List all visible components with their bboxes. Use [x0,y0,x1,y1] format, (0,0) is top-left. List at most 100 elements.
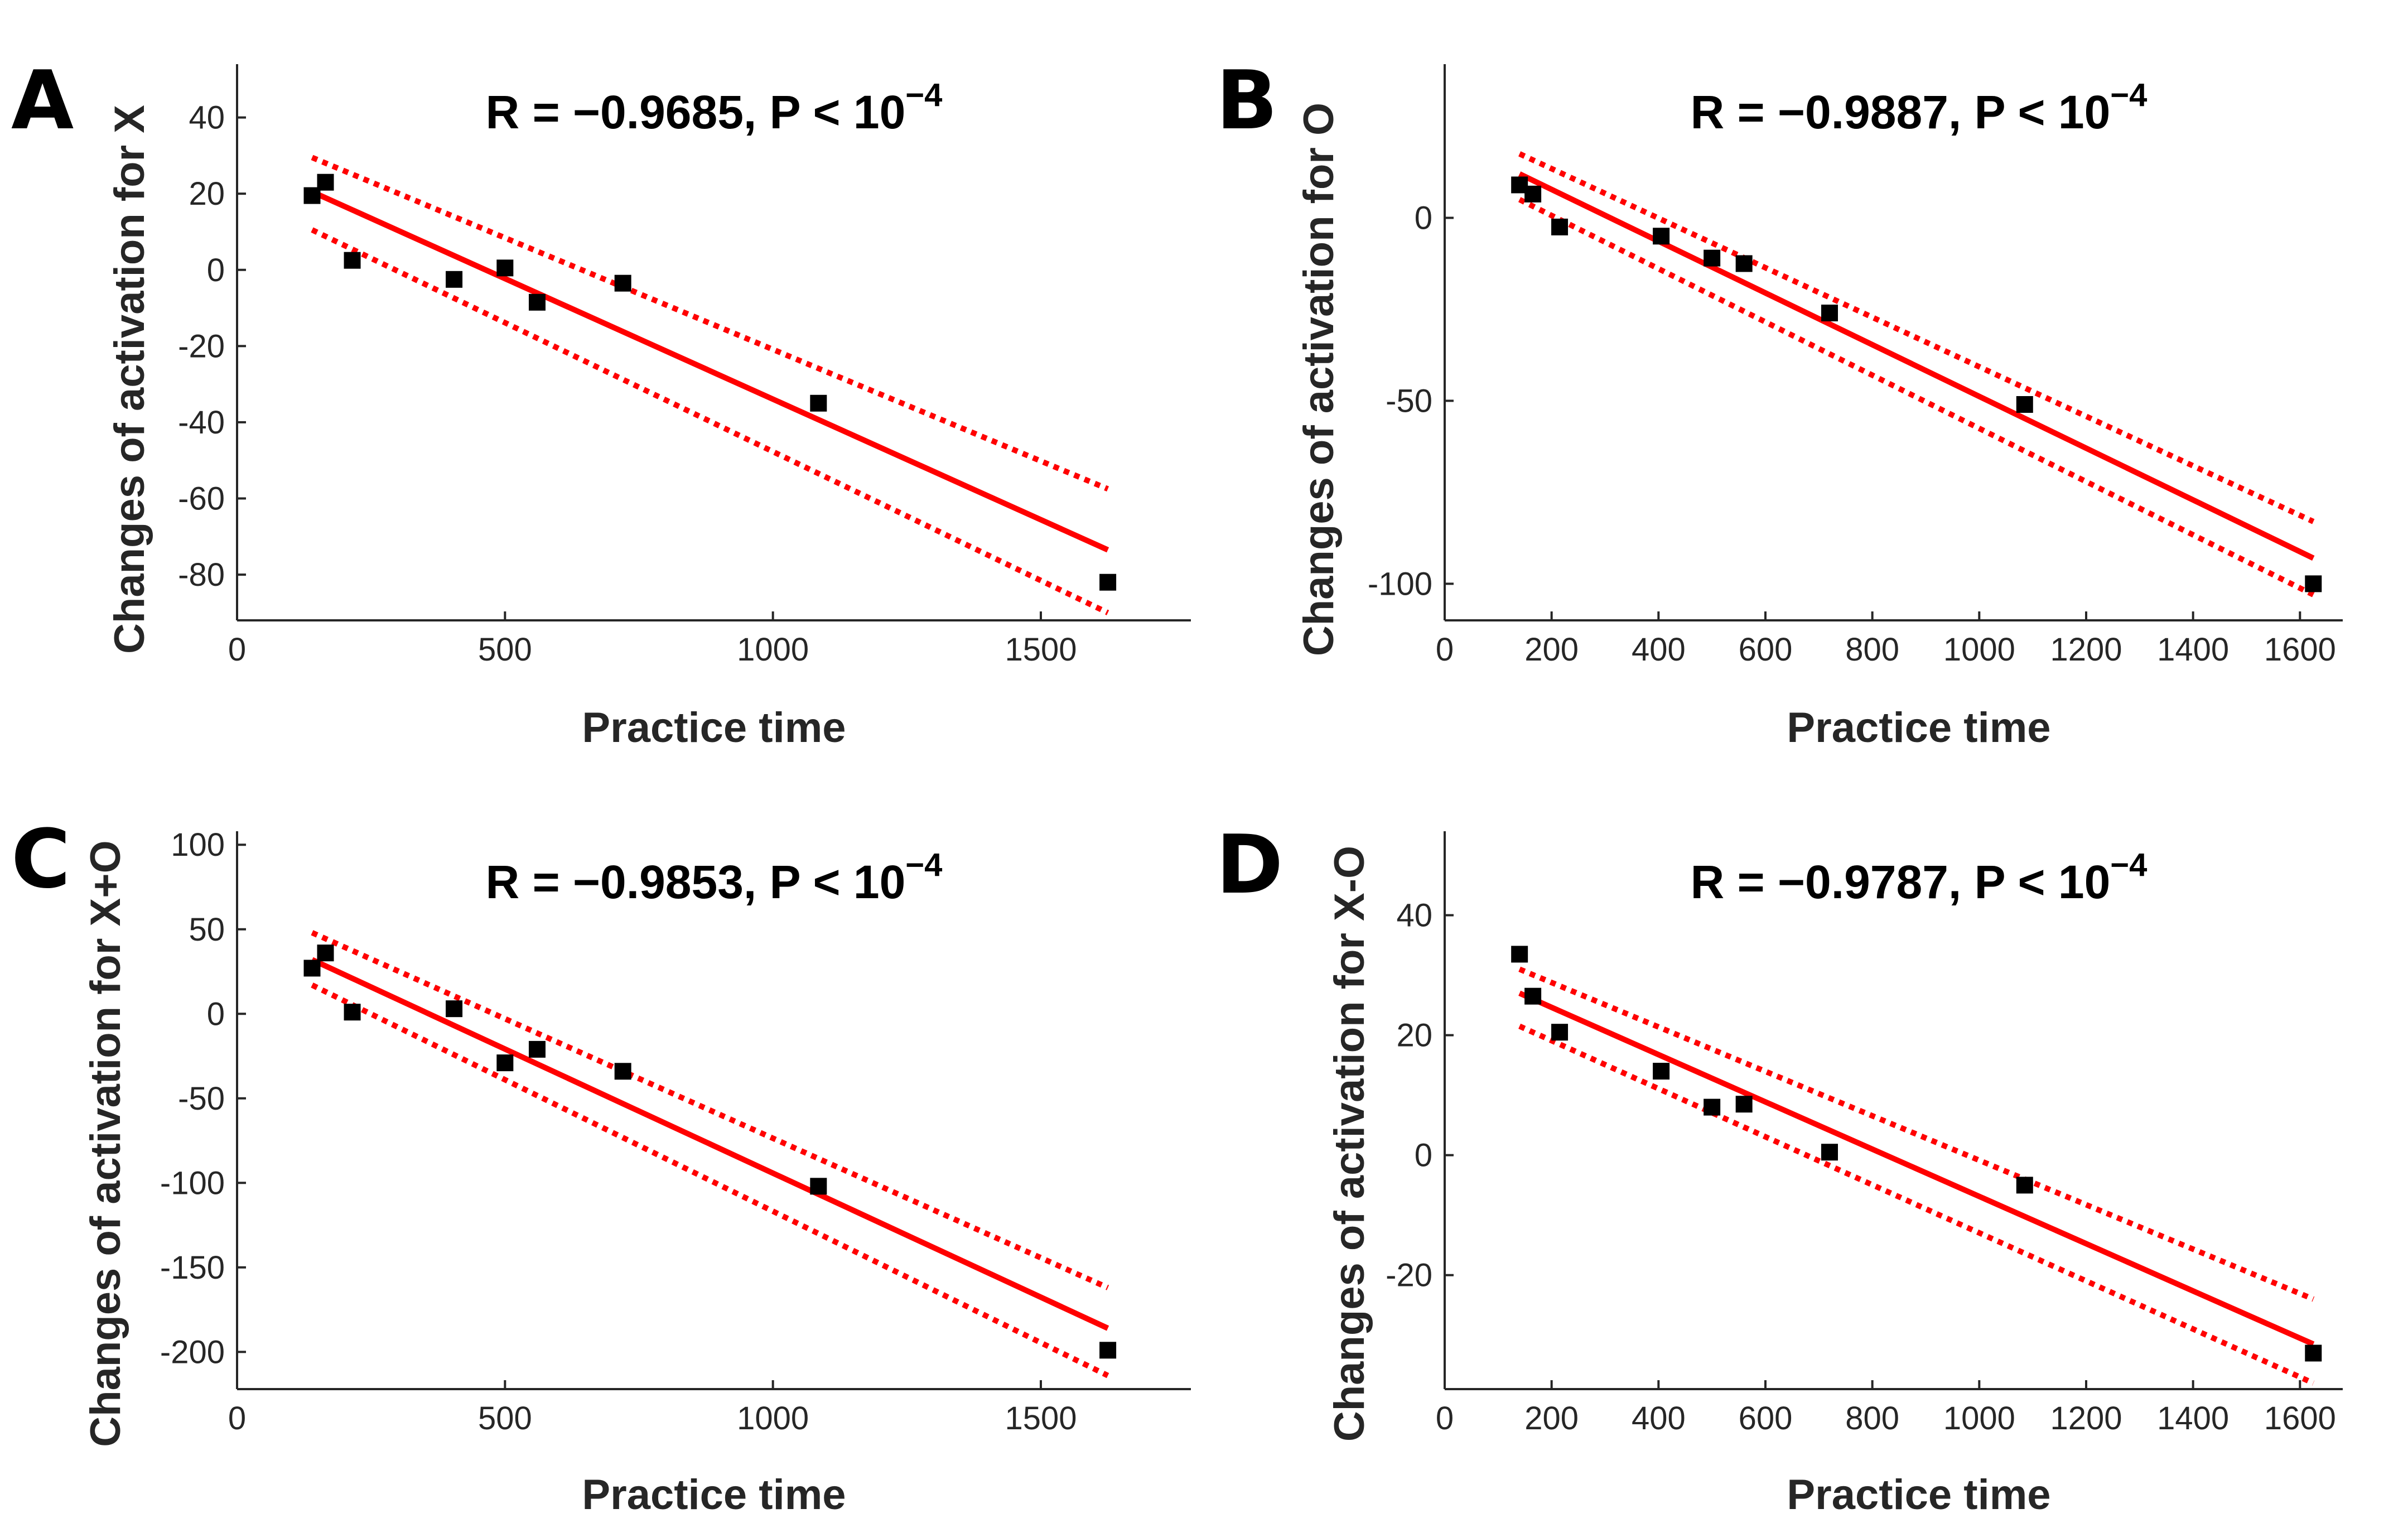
stat-r-text: R = −0.9887, P < 10 [1691,86,2111,138]
panel-letter: D [1216,818,1283,912]
plot-area: 0 500 1000 1500 -200 -150 -100 -50 0 50 100 [160,827,1191,1437]
ci-upper-line [311,155,1109,492]
x-tick-label: 600 [1739,1400,1793,1437]
panel-letter: B [1216,54,1278,148]
x-tick-label: 1000 [1943,1400,2015,1437]
y-tick-label: -60 [178,480,225,517]
plot-area: 0 500 1000 1500 -80 -60 -40 -20 0 20 40 [178,64,1191,668]
ci-upper-line [1518,966,2315,1302]
y-tick-label: 0 [207,252,225,288]
ci-lower-line [311,227,1109,615]
x-tick-label: 0 [228,1400,246,1437]
stat-label: R = −0.9787, P < 10−4 [1691,847,2148,908]
x-axis-label: Practice time [1787,1471,2050,1519]
data-point [1551,218,1569,235]
fit-line [1518,171,2315,561]
x-tick-label: 800 [1845,1400,1899,1437]
y-tick-label: -40 [178,404,225,441]
data-point [1735,1096,1753,1113]
panel-b: B R = −0.9887, P < 10−4 Practice time Ch… [1216,54,2343,751]
x-tick-label: 0 [1436,632,1454,668]
x-tick-label: 0 [228,632,246,668]
panel-d: D R = −0.9787, P < 10−4 Practice time Ch… [1216,818,2343,1519]
y-tick-label: 40 [1396,898,1432,934]
y-tick-label: -20 [1386,1257,1432,1294]
stat-r-text: R = −0.9787, P < 10 [1691,856,2111,908]
data-point [1704,1098,1721,1116]
data-point [1524,185,1542,203]
x-tick-label: 1500 [1005,632,1077,668]
stat-exponent: −4 [2110,77,2147,113]
y-tick-label: -100 [160,1165,225,1201]
stat-label: R = −0.9853, P < 10−4 [486,847,943,908]
data-point [496,1054,514,1072]
data-point [614,274,631,292]
y-tick-label: 20 [189,176,225,212]
fit-line [1518,990,2315,1347]
x-tick-label: 800 [1845,632,1899,668]
stat-exponent: −4 [2110,847,2147,883]
y-tick-label: 100 [171,827,225,863]
x-tick-label: 1400 [2157,1400,2229,1437]
y-tick-label: 50 [189,912,225,948]
x-axis-label: Practice time [582,704,846,751]
data-point [1735,255,1753,272]
data-point [1099,573,1117,591]
data-point [496,259,514,277]
y-tick-label: -200 [160,1334,225,1370]
y-tick-label: 0 [1415,1138,1432,1174]
y-axis-label: Changes of activation for X-O [1326,846,1373,1442]
data-point [810,1178,827,1195]
x-tick-label: 500 [478,632,532,668]
data-point [528,1040,546,1058]
data-point [1511,946,1528,963]
ci-upper-line [1518,151,2315,524]
data-point [446,271,463,288]
panel-letter: C [11,812,70,907]
stat-exponent: −4 [905,847,942,883]
x-tick-label: 1500 [1005,1400,1077,1437]
x-tick-label: 500 [478,1400,532,1437]
data-point [2016,1177,2033,1194]
data-point [2305,575,2322,592]
x-tick-label: 1600 [2264,1400,2336,1437]
y-tick-label: -20 [178,328,225,364]
data-point [1653,1063,1670,1080]
data-point [614,1063,631,1080]
data-point [317,944,334,962]
ci-lower-line [1518,1023,2315,1386]
panel-c: C R = −0.9853, P < 10−4 Practice time Ch… [11,812,1191,1519]
panel-a: A R = −0.9685, P < 10−4 Practice time Ch… [11,54,1191,751]
stat-r-text: R = −0.9685, P < 10 [486,86,906,138]
data-point [317,173,334,191]
x-tick-label: 1200 [2050,632,2122,668]
x-tick-label: 200 [1524,1400,1579,1437]
data-point [528,293,546,311]
ci-lower-line [311,982,1109,1379]
y-axis-label: Changes of activation for O [1295,103,1343,656]
stat-label: R = −0.9685, P < 10−4 [486,77,943,138]
x-tick-label: 400 [1632,1400,1686,1437]
fit-line [311,957,1109,1331]
x-tick-label: 400 [1632,632,1686,668]
y-tick-label: 0 [1415,200,1432,236]
stat-r-text: R = −0.9853, P < 10 [486,856,906,908]
x-axis-label: Practice time [582,1471,846,1519]
x-tick-label: 1000 [737,1400,809,1437]
y-tick-label: 20 [1396,1018,1432,1054]
y-tick-label: -50 [178,1081,225,1117]
y-tick-label: 0 [207,996,225,1032]
x-axis-label: Practice time [1787,704,2050,751]
data-point [446,1000,463,1018]
x-tick-label: 1600 [2264,632,2336,668]
y-tick-label: 40 [189,100,225,136]
data-point [2016,396,2033,413]
x-tick-label: 200 [1524,632,1579,668]
x-tick-label: 1400 [2157,632,2229,668]
data-point [810,394,827,412]
data-point [1099,1342,1117,1359]
x-tick-label: 600 [1739,632,1793,668]
data-point [303,960,321,977]
data-point [344,1004,361,1021]
